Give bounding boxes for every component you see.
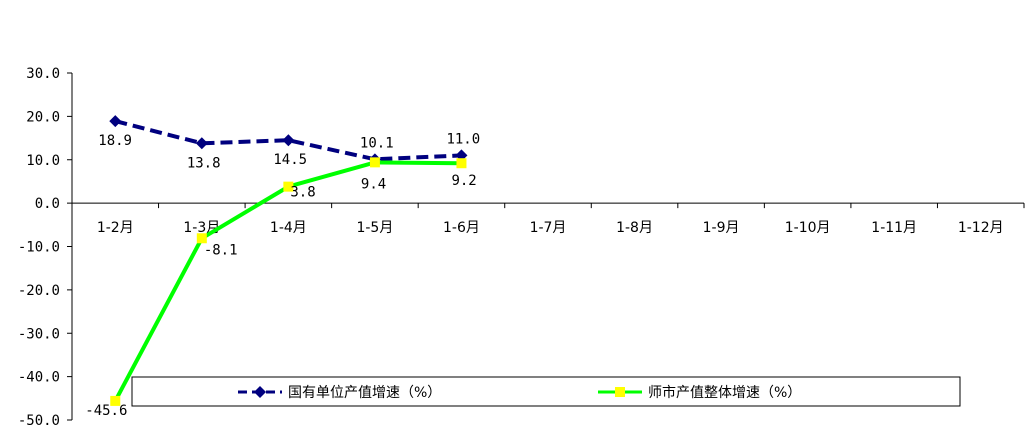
legend-marker-series-2 bbox=[615, 387, 625, 397]
data-point-marker bbox=[109, 115, 122, 128]
x-category-label: 1-9月 bbox=[703, 220, 740, 236]
x-category-label: 1-11月 bbox=[871, 220, 917, 236]
legend-label-series-2: 师市产值整体增速（%） bbox=[648, 384, 801, 401]
y-tick-label: -40.0 bbox=[18, 370, 60, 386]
data-point-marker bbox=[282, 134, 295, 147]
data-point-marker bbox=[110, 395, 121, 406]
series-line-1 bbox=[114, 119, 462, 162]
data-label: 13.8 bbox=[187, 155, 221, 171]
x-category-label: 1-5月 bbox=[356, 220, 393, 236]
y-tick-label: -30.0 bbox=[18, 326, 60, 342]
data-point-marker bbox=[196, 233, 207, 244]
data-label: -45.6 bbox=[85, 403, 127, 419]
data-label: 18.9 bbox=[98, 133, 132, 149]
y-tick-label: -50.0 bbox=[18, 413, 60, 429]
data-label: 10.1 bbox=[360, 135, 394, 151]
x-category-label: 1-6月 bbox=[443, 220, 480, 236]
y-tick-label: 30.0 bbox=[26, 66, 60, 82]
x-category-label: 1-7月 bbox=[530, 220, 567, 236]
legend-marker-series-1 bbox=[254, 386, 266, 398]
data-point-marker bbox=[456, 158, 467, 169]
series-line-2 bbox=[113, 160, 462, 402]
data-point-marker bbox=[369, 157, 380, 168]
x-category-label: 1-10月 bbox=[785, 220, 831, 236]
x-category-label: 1-4月 bbox=[270, 220, 307, 236]
x-category-labels: 1-2月 1-3月 1-4月 1-5月 1-6月 1-7月 1-8月 1-9月 1-10月 1-1… bbox=[97, 220, 1004, 236]
y-tick-label: 10.0 bbox=[26, 153, 60, 169]
y-tick-label: -10.0 bbox=[18, 240, 60, 256]
chart-axes bbox=[67, 72, 1025, 421]
y-tick-label: 0.0 bbox=[35, 196, 60, 212]
data-label: 9.4 bbox=[361, 176, 386, 192]
x-category-label: 1-12月 bbox=[958, 220, 1004, 236]
legend-label-series-1: 国有单位产值增速（%） bbox=[288, 385, 441, 401]
y-tick-labels: 30.0 20.0 10.0 0.0 -10.0 -20.0 -30.0 -40.0 -50.0 bbox=[18, 66, 60, 429]
x-category-label: 1-8月 bbox=[616, 220, 653, 236]
y-tick-label: -20.0 bbox=[18, 283, 60, 299]
data-label: 11.0 bbox=[446, 131, 480, 147]
data-label: 9.2 bbox=[451, 173, 476, 189]
series-markers bbox=[109, 115, 468, 406]
data-label: 3.8 bbox=[290, 185, 315, 201]
data-point-marker bbox=[195, 137, 208, 150]
data-point-marker bbox=[283, 181, 294, 192]
legend: 国有单位产值增速（%） 师市产值整体增速（%） bbox=[131, 376, 961, 407]
y-tick-label: 20.0 bbox=[26, 109, 60, 125]
x-category-label: 1-2月 bbox=[97, 220, 134, 236]
data-label: 14.5 bbox=[273, 152, 307, 168]
data-labels: 18.9 13.8 14.5 10.1 11.0 -45.6 -8.1 3.8 9.4 9.2 bbox=[85, 131, 480, 419]
data-label: -8.1 bbox=[204, 242, 238, 258]
